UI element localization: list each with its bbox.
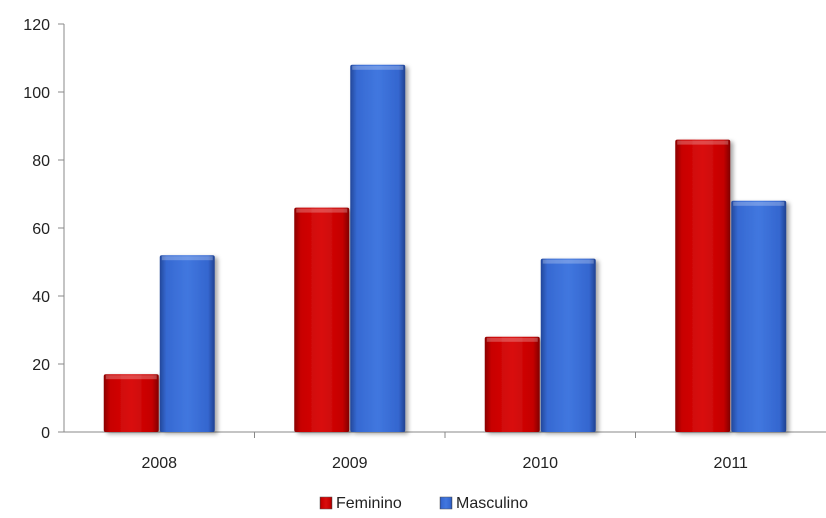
x-tick-label-2008: 2008 (141, 455, 177, 472)
y-tick-label-60: 60 (32, 221, 50, 238)
y-tick-label-20: 20 (32, 357, 50, 374)
legend-label-feminino: Feminino (336, 495, 402, 512)
y-tick-label-120: 120 (23, 17, 50, 34)
bar-feminino-2011 (675, 139, 731, 432)
legend-swatch-feminino (319, 496, 333, 510)
bar-highlight-feminino-2011 (677, 140, 729, 145)
bar-highlight-masculino-2010 (542, 259, 594, 264)
bar-highlight-masculino-2009 (352, 65, 404, 70)
bar-feminino-2010 (484, 336, 540, 432)
bar-highlight-masculino-2008 (161, 256, 213, 261)
x-tick-label-2009: 2009 (332, 455, 368, 472)
bar-masculino-2008 (159, 255, 215, 432)
bar-highlight-feminino-2009 (296, 208, 348, 213)
legend-swatch-masculino (439, 496, 453, 510)
y-tick-label-100: 100 (23, 85, 50, 102)
legend: Feminino Masculino (319, 495, 528, 512)
tick-labels: 0 20 40 60 80 100 120 2008 2009 2010 2011 (23, 17, 748, 472)
bar-highlight-feminino-2010 (486, 337, 538, 342)
bar-feminino-2008 (103, 374, 159, 432)
bar-masculino-2010 (540, 258, 596, 432)
bar-feminino-2009 (294, 207, 350, 432)
bars (103, 64, 787, 433)
y-tick-label-0: 0 (41, 425, 50, 442)
y-tick-label-40: 40 (32, 289, 50, 306)
y-tick-label-80: 80 (32, 153, 50, 170)
x-tick-label-2010: 2010 (522, 455, 558, 472)
bar-highlight-feminino-2008 (105, 375, 157, 380)
x-tick-label-2011: 2011 (714, 455, 749, 472)
legend-label-masculino: Masculino (456, 495, 528, 512)
bar-highlight-masculino-2011 (733, 201, 785, 206)
bar-masculino-2009 (350, 64, 406, 433)
bar-masculino-2011 (731, 200, 787, 432)
